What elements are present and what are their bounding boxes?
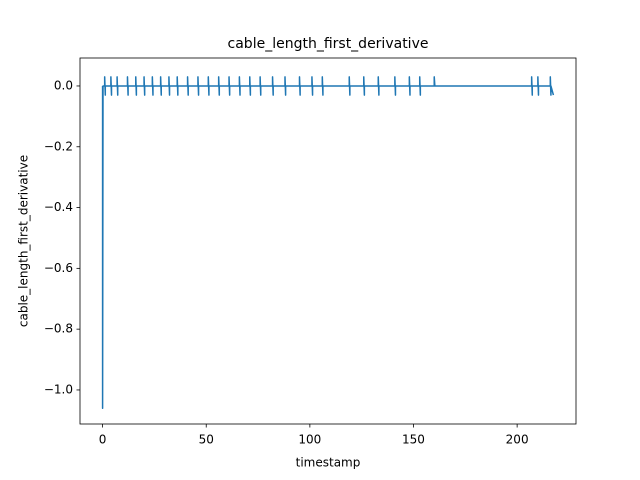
chart-title: cable_length_first_derivative (228, 36, 429, 52)
x-tick-label: 0 (99, 433, 107, 447)
x-axis-label: timestamp (296, 456, 361, 470)
x-tick-label: 100 (298, 433, 321, 447)
data-line (101, 76, 555, 409)
y-axis-label: cable_length_first_derivative (17, 155, 31, 327)
plot-frame (79, 57, 577, 425)
x-tick-label: 150 (402, 433, 425, 447)
y-tick-label: −1.0 (44, 382, 73, 396)
y-tick-label: −0.8 (44, 322, 73, 336)
y-tick-label: 0.0 (54, 78, 73, 92)
y-tick-label: −0.4 (44, 200, 73, 214)
x-tick-label: 200 (506, 433, 529, 447)
y-tick-label: −0.2 (44, 139, 73, 153)
y-tick-label: −0.6 (44, 261, 73, 275)
x-tick-label: 50 (199, 433, 214, 447)
